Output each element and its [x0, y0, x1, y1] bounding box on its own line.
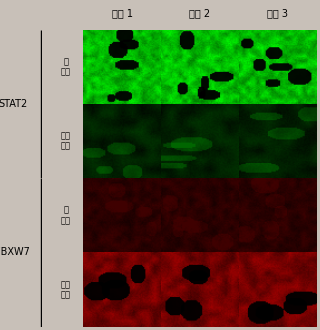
Text: 환자 2: 환자 2: [189, 8, 211, 18]
Text: 환자 3: 환자 3: [268, 8, 288, 18]
Text: 정상
조직: 정상 조직: [60, 131, 71, 151]
Text: 환자 1: 환자 1: [112, 8, 132, 18]
Text: 암
조직: 암 조직: [60, 206, 71, 225]
Text: 정상
조직: 정상 조직: [60, 280, 71, 299]
Text: 암
조직: 암 조직: [60, 57, 71, 77]
Text: STAT2: STAT2: [0, 99, 28, 109]
Text: FBXW7: FBXW7: [0, 248, 30, 257]
